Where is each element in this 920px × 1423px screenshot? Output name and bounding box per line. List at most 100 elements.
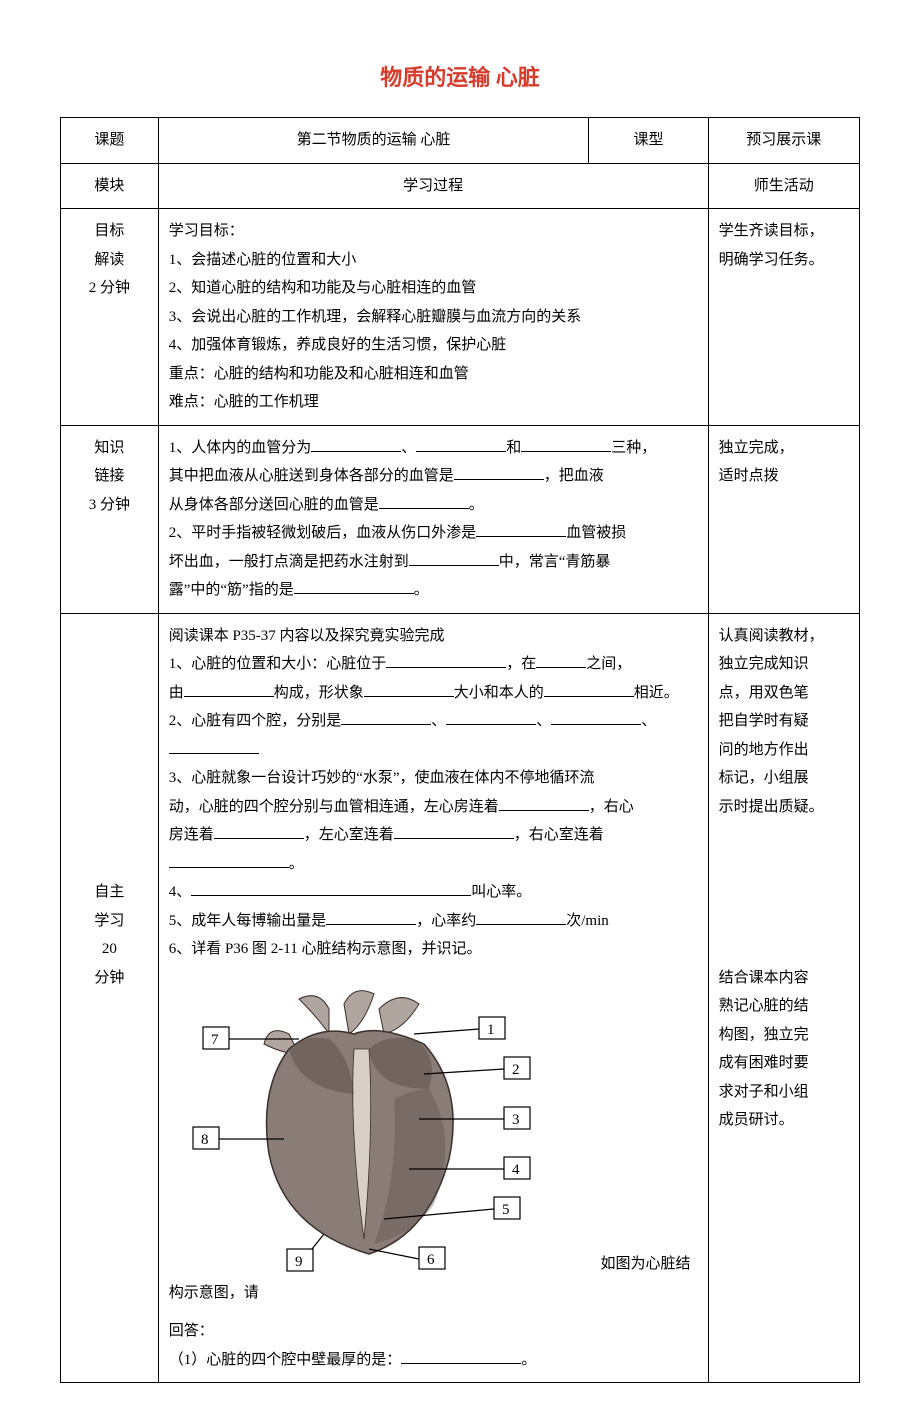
hdr-ketype-label: 课型: [589, 118, 708, 164]
sr2-4: 求对子和小组: [719, 1084, 809, 1100]
self-p7a: 。: [289, 856, 304, 872]
sr1-1: 独立完成知识: [719, 656, 809, 672]
label-9: 9: [287, 1234, 324, 1271]
self-q1b: 。: [521, 1352, 536, 1368]
link-l1d: 三种，: [611, 440, 656, 456]
self-p0: 阅读课本 P35-37 内容以及探究竟实验完成: [169, 628, 445, 644]
hdr-keti: 课题: [61, 118, 159, 164]
sr1-3: 把自学时有疑: [719, 713, 809, 729]
link-label-l3: 3 分钟: [89, 497, 130, 513]
self-p10: 6、详看 P36 图 2-11 心脏结构示意图，并识记。: [169, 941, 482, 957]
goals-label: 目标 解读 2 分钟: [61, 209, 159, 426]
link-l4b: 血管被损: [566, 525, 626, 541]
blank: [379, 493, 469, 509]
sr2-1: 熟记心脏的结: [719, 998, 809, 1014]
link-row: 知识 链接 3 分钟 1、人体内的血管分为 、 和 三种， 其中把血液从心脏送到身体各…: [61, 425, 860, 613]
vessel: [299, 995, 329, 1033]
module-right: 师生活动: [708, 163, 859, 209]
sr2-3: 成有困难时要: [719, 1055, 809, 1071]
blank: [386, 652, 506, 668]
goals-b4: 4、加强体育锻炼，养成良好的生活习惯，保护心脏: [169, 337, 507, 353]
self-p2d: 相近。: [634, 685, 679, 701]
blank: [454, 464, 544, 480]
link-l6a: 露”中的“筋”指的是: [169, 582, 294, 598]
hdr-title: 第二节物质的运输 心脏: [158, 118, 589, 164]
link-l5b: 中，常言“青筋暴: [499, 554, 611, 570]
link-l1b: 、: [401, 440, 416, 456]
link-right: 独立完成， 适时点拨: [708, 425, 859, 613]
svg-text:7: 7: [211, 1032, 219, 1048]
self-p6b: ，左心室连着: [304, 827, 394, 843]
link-l2b: ，把血液: [544, 468, 604, 484]
self-p2c: 大小和本人的: [454, 685, 544, 701]
blank: [476, 909, 566, 925]
goals-label-l3: 2 分钟: [89, 280, 130, 296]
svg-text:5: 5: [502, 1202, 510, 1218]
link-l3a: 从身体各部分送回心脏的血管是: [169, 497, 379, 513]
goals-label-l1: 目标: [94, 223, 124, 239]
blank: [169, 738, 259, 754]
link-l1c: 和: [506, 440, 521, 456]
link-l5a: 坏出血，一般打点滴是把药水注射到: [169, 554, 409, 570]
svg-text:4: 4: [512, 1162, 520, 1178]
label-1: 1: [414, 1017, 505, 1039]
self-p9c: 次/min: [566, 913, 609, 929]
self-p6c: ，右心室连着: [514, 827, 604, 843]
goals-b0: 学习目标：: [169, 223, 244, 239]
link-l4a: 2、平时手指被轻微划破后，血液从伤口外渗是: [169, 525, 477, 541]
self-p4a: 3、心脏就象一台设计巧妙的“水泵”，使血液在体内不停地循环流: [169, 770, 595, 786]
self-p1a: 1、心脏的位置和大小：心脏位于: [169, 656, 387, 672]
blank: [544, 681, 634, 697]
blank: [311, 436, 401, 452]
blank: [446, 709, 536, 725]
self-right: 认真阅读教材， 独立完成知识 点，用双色笔 把自学时有疑 问的地方作出 标记，小…: [708, 613, 859, 1383]
goals-b6: 难点：心脏的工作机理: [169, 394, 319, 410]
self-label-l1: 自主: [94, 884, 124, 900]
self-p3a: 2、心脏有四个腔，分别是: [169, 713, 342, 729]
svg-text:1: 1: [487, 1022, 495, 1038]
self-p8b: 叫心率。: [471, 884, 531, 900]
hdr-ketype: 预习展示课: [708, 118, 859, 164]
self-p1b: ，在: [506, 656, 536, 672]
self-answer: 回答：: [169, 1323, 214, 1339]
self-row: 自主 学习 20 分钟 阅读课本 P35-37 内容以及探究竟实验完成 1、心脏…: [61, 613, 860, 1383]
blank: [476, 521, 566, 537]
header-row: 课题 第二节物质的运输 心脏 课型 预习展示课: [61, 118, 860, 164]
module-row: 模块 学习过程 师生活动: [61, 163, 860, 209]
link-l6b: 。: [414, 582, 429, 598]
heart-svg: 1 2 3 4: [169, 979, 589, 1279]
self-label-l4: 分钟: [94, 970, 124, 986]
self-label-l2: 学习: [94, 913, 124, 929]
blank: [401, 1348, 521, 1364]
sr2-2: 构图，独立完: [719, 1027, 809, 1043]
sr1-6: 示时提出质疑。: [719, 799, 824, 815]
self-p8a: 4、: [169, 884, 192, 900]
link-l3b: 。: [469, 497, 484, 513]
blank: [326, 909, 416, 925]
lesson-table: 课题 第二节物质的运输 心脏 课型 预习展示课 模块 学习过程 师生活动 目标 …: [60, 117, 860, 1383]
sr1-0: 认真阅读教材，: [719, 628, 824, 644]
svg-text:9: 9: [295, 1254, 303, 1270]
self-p3d: 、: [641, 713, 656, 729]
svg-text:3: 3: [512, 1112, 520, 1128]
blank: [341, 709, 431, 725]
goals-row: 目标 解读 2 分钟 学习目标： 1、会描述心脏的位置和大小 2、知道心脏的结构…: [61, 209, 860, 426]
blank: [294, 578, 414, 594]
link-l2a: 其中把血液从心脏送到身体各部分的血管是: [169, 468, 454, 484]
blank: [521, 436, 611, 452]
blank: [364, 681, 454, 697]
blank: [214, 823, 304, 839]
link-label: 知识 链接 3 分钟: [61, 425, 159, 613]
link-l1a: 1、人体内的血管分为: [169, 440, 312, 456]
goals-b2: 2、知道心脏的结构和功能及与心脏相连的血管: [169, 280, 477, 296]
self-p5b: ，右心: [589, 799, 634, 815]
blank: [409, 550, 499, 566]
goals-b1: 1、会描述心脏的位置和大小: [169, 252, 357, 268]
blank: [499, 795, 589, 811]
link-label-l2: 链接: [94, 468, 124, 484]
page-title: 物质的运输 心脏: [60, 60, 860, 92]
module-label: 模块: [61, 163, 159, 209]
self-p3b: 、: [431, 713, 446, 729]
link-body: 1、人体内的血管分为、和三种， 其中把血液从心脏送到身体各部分的血管是，把血液 …: [158, 425, 708, 613]
link-label-l1: 知识: [94, 440, 124, 456]
